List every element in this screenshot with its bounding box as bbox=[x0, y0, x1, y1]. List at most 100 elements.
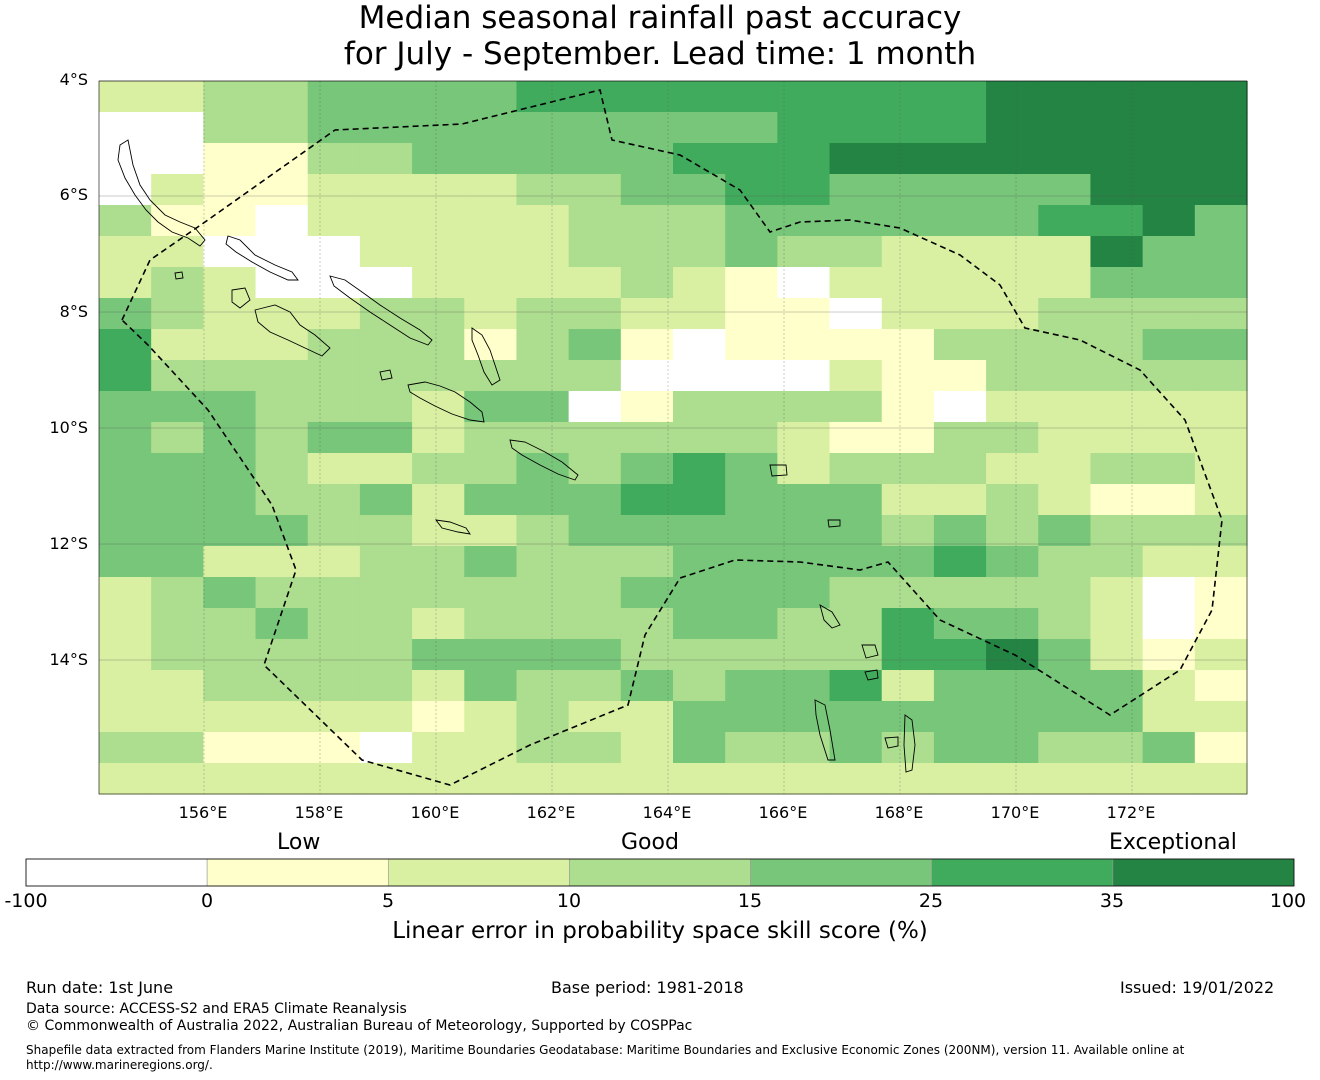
skill-cell bbox=[568, 484, 622, 516]
skill-cell bbox=[1090, 732, 1144, 764]
skill-cell bbox=[1090, 360, 1144, 392]
skill-cell bbox=[99, 143, 152, 175]
skill-cell bbox=[620, 267, 674, 299]
skill-cell bbox=[620, 81, 674, 113]
skill-cell bbox=[829, 484, 883, 516]
skill-cell bbox=[412, 763, 465, 795]
skill-cell bbox=[829, 360, 883, 392]
skill-cell bbox=[881, 422, 935, 454]
skill-cell bbox=[933, 205, 987, 237]
skill-cell bbox=[1194, 515, 1248, 547]
skill-cell bbox=[777, 546, 831, 578]
skill-cell bbox=[881, 515, 935, 547]
skill-cell bbox=[620, 422, 674, 454]
skill-cell bbox=[1194, 143, 1248, 175]
skill-cell bbox=[1194, 298, 1248, 330]
skill-cell bbox=[1142, 577, 1196, 609]
skill-cell bbox=[464, 205, 518, 237]
skill-cell bbox=[151, 484, 204, 516]
skill-cell bbox=[881, 360, 935, 392]
skill-cell bbox=[151, 112, 204, 144]
skill-cell bbox=[933, 391, 987, 423]
skill-cell bbox=[516, 546, 570, 578]
skill-cell bbox=[673, 577, 726, 609]
skill-cell bbox=[933, 422, 987, 454]
skill-cell bbox=[881, 329, 935, 361]
skill-cell bbox=[151, 298, 204, 330]
skill-cell bbox=[881, 453, 935, 485]
skill-cell bbox=[516, 81, 570, 113]
skill-cell bbox=[986, 205, 1039, 237]
skill-cell bbox=[986, 143, 1039, 175]
skill-cell bbox=[881, 546, 935, 578]
skill-cell bbox=[1194, 732, 1248, 764]
skill-cell bbox=[1038, 515, 1092, 547]
skill-cell bbox=[307, 360, 361, 392]
skill-cell bbox=[881, 391, 935, 423]
skill-cell bbox=[725, 112, 778, 144]
skill-cell bbox=[620, 143, 674, 175]
colorbar-tick-100: 100 bbox=[1269, 890, 1307, 912]
skill-cell bbox=[1194, 639, 1248, 671]
skill-cell bbox=[933, 174, 987, 206]
skill-cell bbox=[933, 515, 987, 547]
skill-cell bbox=[412, 298, 465, 330]
skill-cell bbox=[307, 329, 361, 361]
skill-cell bbox=[777, 484, 831, 516]
lon-label-162e: 162°E bbox=[526, 803, 576, 822]
skill-cell bbox=[99, 329, 152, 361]
skill-cell bbox=[412, 577, 465, 609]
skill-cell bbox=[1194, 329, 1248, 361]
skill-cell bbox=[412, 639, 465, 671]
skill-cell bbox=[359, 732, 413, 764]
skill-cell bbox=[829, 577, 883, 609]
small-islet-2 bbox=[379, 369, 393, 381]
skill-cell bbox=[464, 484, 518, 516]
skill-cell bbox=[464, 174, 518, 206]
skill-cell bbox=[151, 236, 204, 268]
skill-cell bbox=[151, 515, 204, 547]
skill-cell bbox=[986, 174, 1039, 206]
skill-cell bbox=[620, 174, 674, 206]
skill-cell bbox=[829, 546, 883, 578]
category-good: Good bbox=[621, 830, 679, 855]
skill-cell bbox=[464, 763, 518, 795]
skill-cell bbox=[464, 81, 518, 113]
skill-cell bbox=[1142, 639, 1196, 671]
skill-cell bbox=[151, 329, 204, 361]
skill-cell bbox=[986, 515, 1039, 547]
skill-cell bbox=[359, 329, 413, 361]
skill-cell bbox=[99, 608, 152, 640]
skill-cell bbox=[620, 763, 674, 795]
skill-cell bbox=[516, 515, 570, 547]
makira-coast bbox=[509, 439, 579, 481]
data-source: Data source: ACCESS-S2 and ERA5 Climate … bbox=[26, 1001, 407, 1017]
skill-cell bbox=[203, 484, 257, 516]
skill-cell bbox=[933, 546, 987, 578]
skill-cell bbox=[620, 112, 674, 144]
skill-cell bbox=[359, 391, 413, 423]
lon-label-156e: 156°E bbox=[178, 803, 228, 822]
skill-cell bbox=[1090, 81, 1144, 113]
skill-cell bbox=[933, 81, 987, 113]
skill-cell bbox=[412, 205, 465, 237]
skill-cell bbox=[516, 453, 570, 485]
skill-cell bbox=[359, 453, 413, 485]
skill-cell bbox=[777, 577, 831, 609]
skill-cell bbox=[1142, 360, 1196, 392]
skill-cell bbox=[933, 267, 987, 299]
skill-cell bbox=[1194, 391, 1248, 423]
skill-cell bbox=[829, 267, 883, 299]
skill-cell bbox=[255, 329, 309, 361]
skill-cell bbox=[1142, 298, 1196, 330]
skill-cell bbox=[203, 422, 257, 454]
skill-cell bbox=[933, 484, 987, 516]
skill-cell bbox=[725, 763, 778, 795]
eez-boundary bbox=[121, 89, 1223, 786]
skill-cell bbox=[568, 763, 622, 795]
skill-cell bbox=[777, 391, 831, 423]
skill-cell bbox=[412, 329, 465, 361]
skill-cell bbox=[725, 670, 778, 702]
skill-cell bbox=[620, 701, 674, 733]
skill-cell bbox=[255, 639, 309, 671]
